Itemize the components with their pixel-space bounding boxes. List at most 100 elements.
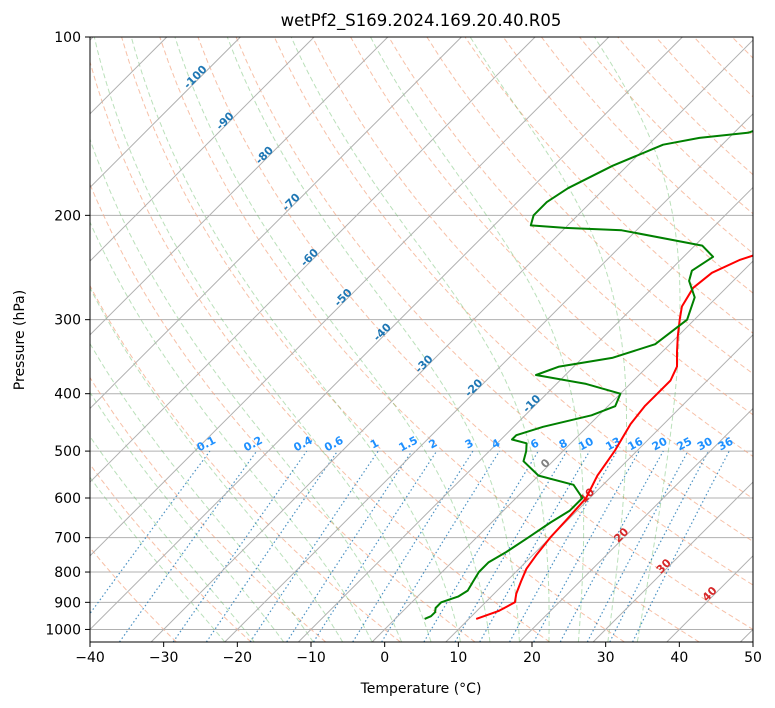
dry-adiabat (617, 37, 753, 176)
dry-adiabat (770, 37, 775, 642)
dry-adiabat (693, 37, 753, 98)
isotherm-label: -90 (213, 109, 236, 132)
mixing-ratio-line (352, 450, 474, 642)
dry-adiabat (90, 284, 401, 642)
mixing-ratio-line (90, 450, 211, 615)
dry-adiabat (90, 60, 551, 642)
y-tick-label: 200 (54, 208, 81, 224)
mixing-ratio-label: 30 (695, 435, 715, 454)
moist-adiabat (290, 37, 550, 642)
moist-adiabat (370, 37, 585, 642)
isotherm-line (150, 39, 753, 642)
dry-adiabat (90, 182, 476, 642)
mixing-ratio-line (172, 450, 308, 642)
y-tick-label: 600 (54, 491, 81, 507)
isotherm-label: 20 (611, 525, 631, 545)
dry-adiabat (235, 37, 753, 586)
mixing-ratio-line (205, 450, 338, 642)
isotherm-label: -70 (280, 190, 303, 213)
dry-adiabat (90, 376, 327, 642)
moist-adiabat (90, 476, 226, 642)
dry-adiabat (655, 37, 753, 137)
isotherm-line (90, 37, 610, 557)
x-axis: −40 −30 −20 −10 0 10 20 30 40 50 (75, 642, 762, 666)
isotherm-label: -80 (253, 144, 276, 167)
y-axis: 1000 900 800 700 600 500 400 300 200 100 (45, 30, 90, 638)
mixing-ratio-line (533, 450, 640, 642)
x-tick-label: 30 (597, 650, 615, 666)
isotherm-line (740, 628, 753, 642)
dry-adiabats (90, 37, 775, 642)
isotherm-line (519, 407, 753, 642)
isotherm-line (90, 37, 462, 410)
moist-adiabat (469, 37, 627, 642)
moist-adiabat (93, 37, 432, 642)
dry-adiabat (197, 37, 753, 630)
mixing-ratio-line (632, 450, 730, 642)
dry-adiabat (502, 37, 753, 294)
x-tick-label: −20 (223, 650, 253, 666)
y-tick-label: 300 (54, 313, 81, 329)
isotherm-line (298, 186, 753, 642)
x-tick-label: 0 (380, 650, 389, 666)
x-tick-label: −40 (75, 650, 105, 666)
mixing-ratio-label: 25 (675, 435, 695, 454)
mixing-ratio-label: 20 (650, 435, 670, 454)
mixing-ratio-line (559, 450, 664, 642)
y-tick-label: 900 (54, 595, 81, 611)
mixing-ratio-line (454, 450, 568, 642)
mixing-ratio-label: 16 (626, 435, 646, 454)
moist-adiabat (594, 37, 681, 642)
dry-adiabat (90, 463, 252, 642)
isotherm-line (90, 37, 241, 189)
x-tick-label: 40 (670, 650, 688, 666)
mixing-ratio-label: 36 (716, 435, 736, 454)
mixing-ratio-label: 2 (427, 436, 440, 451)
x-axis-label: Temperature (°C) (360, 681, 482, 697)
moist-adiabat (90, 435, 255, 642)
isotherm-line (371, 260, 753, 642)
profile-series (424, 129, 753, 620)
dry-adiabat (311, 37, 753, 500)
isotherm-lines (90, 37, 753, 642)
isotherm-line (592, 481, 753, 642)
dry-adiabat (350, 37, 753, 458)
moist-adiabat (90, 137, 403, 642)
isotherm-line (666, 555, 753, 642)
isotherm-line (90, 37, 536, 483)
mixing-ratio-line (312, 450, 438, 642)
dry-adiabat (464, 37, 753, 334)
chart-title: wetPf2_S169.2024.169.20.40.R05 (281, 11, 562, 31)
x-tick-label: 50 (744, 650, 762, 666)
y-tick-label: 400 (54, 387, 81, 403)
mixing-ratio-line (119, 450, 258, 642)
dry-adiabat (159, 37, 700, 642)
x-tick-label: 10 (449, 650, 467, 666)
dry-adiabat (541, 37, 753, 254)
isotherm-label: 30 (654, 556, 674, 576)
isotherm-label: -10 (520, 392, 543, 415)
mixing-ratio-label: 1 (368, 436, 381, 451)
moist-adiabat (90, 391, 285, 642)
isotherm-line (224, 113, 753, 642)
moist-adiabat (90, 342, 314, 642)
isotherm-label: -50 (332, 286, 355, 309)
y-tick-label: 800 (54, 565, 81, 581)
dry-adiabat (121, 37, 625, 642)
mixing-ratio-line (509, 450, 618, 642)
moist-adiabat (90, 286, 344, 642)
mixing-ratio-line (586, 450, 689, 642)
mixing-ratio-label: 10 (576, 435, 596, 454)
x-tick-label: −30 (149, 650, 179, 666)
dry-adiabat (273, 37, 753, 543)
y-tick-label: 100 (54, 30, 81, 46)
mixing-ratio-line (381, 450, 501, 642)
isotherm-label: -60 (298, 246, 321, 269)
moist-adiabat (90, 220, 373, 642)
y-axis-label: Pressure (hPa) (12, 290, 28, 390)
isotherm-label: 40 (700, 584, 720, 604)
dry-adiabat (426, 37, 753, 375)
plot-frame (89, 36, 754, 643)
y-tick-label: 1000 (45, 622, 81, 638)
dry-adiabat (388, 37, 753, 416)
